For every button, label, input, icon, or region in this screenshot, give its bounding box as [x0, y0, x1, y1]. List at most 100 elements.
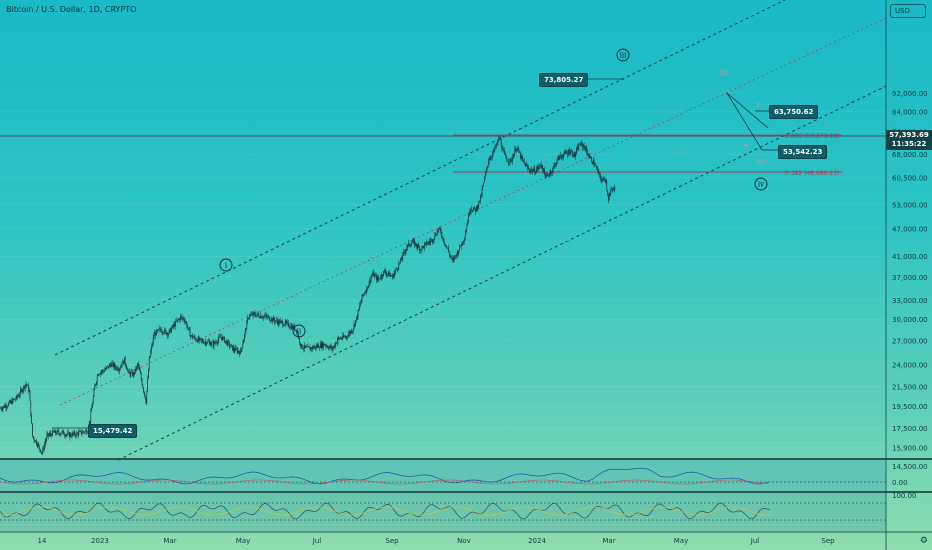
candle-body	[92, 403, 93, 409]
candle-body	[272, 317, 274, 322]
settings-gear-icon[interactable]: ⚙	[919, 536, 928, 546]
candle-body	[144, 394, 146, 400]
candle-body	[403, 252, 404, 254]
candle-body	[28, 390, 30, 392]
candle-body	[478, 200, 480, 206]
candle-body	[15, 399, 16, 400]
wave-label-c: (c)	[756, 158, 766, 166]
candle-body	[191, 335, 192, 337]
candle-body	[300, 342, 301, 346]
candle-body	[480, 196, 481, 202]
candle-body	[105, 367, 107, 370]
candle-body	[504, 150, 505, 154]
candle-body	[130, 372, 132, 376]
candle-body	[408, 243, 410, 246]
candle-body	[428, 241, 430, 243]
candle-body	[193, 336, 195, 338]
candle-body	[328, 347, 329, 349]
candle-body	[466, 225, 468, 231]
y-tick-label: 41,000.00	[892, 253, 928, 261]
candle-body	[462, 241, 464, 243]
candle-body	[314, 346, 316, 348]
candle-body	[7, 406, 8, 407]
candle-body	[35, 440, 36, 442]
candle-body	[612, 189, 613, 191]
candle-body	[112, 362, 114, 367]
candle-body	[168, 333, 169, 336]
candle-body	[279, 320, 280, 324]
candle-body	[325, 345, 327, 347]
candle-body	[179, 318, 180, 320]
candle-body	[89, 421, 91, 424]
candle-body	[220, 337, 222, 338]
candle-body	[352, 328, 354, 332]
candle-body	[224, 340, 226, 343]
candle-body	[541, 165, 543, 168]
candle-body	[16, 395, 17, 400]
candle-body	[332, 346, 333, 350]
candle-body	[599, 172, 600, 175]
candle-body	[472, 208, 474, 211]
candle-body	[576, 147, 578, 150]
candle-body	[169, 328, 171, 331]
candle-body	[364, 293, 365, 295]
candle-body	[181, 316, 183, 318]
candle-body	[475, 208, 476, 212]
bar-countdown: 11:35:22	[891, 140, 927, 148]
candle-body	[350, 330, 352, 334]
candle-body	[448, 251, 450, 255]
candle-body	[190, 336, 192, 337]
candle-body	[328, 347, 330, 349]
candle-body	[315, 346, 316, 348]
candle-body	[378, 278, 380, 280]
candle-body	[528, 168, 529, 169]
currency-button[interactable]: USD	[890, 4, 926, 18]
candle-body	[400, 258, 401, 263]
candle-body	[310, 347, 312, 350]
candle-body	[557, 156, 559, 159]
x-tick-label: Mar	[602, 537, 615, 545]
candle-body	[367, 286, 368, 289]
candle-body	[492, 153, 493, 158]
candle-body	[268, 316, 269, 317]
candle-body	[4, 405, 5, 408]
candle-body	[182, 318, 184, 319]
candle-body	[76, 432, 78, 434]
x-tick-label: 2024	[528, 537, 546, 545]
candle-body	[217, 339, 219, 343]
candle-body	[560, 155, 561, 157]
candle-body	[605, 179, 607, 183]
candle-body	[147, 378, 148, 391]
candle-body	[578, 144, 580, 150]
candle-body	[104, 370, 105, 372]
candle-body	[411, 243, 412, 246]
candle-body	[522, 159, 524, 160]
candle-body	[500, 137, 501, 140]
candle-body	[135, 368, 136, 371]
candle-body	[272, 318, 273, 322]
candle-body	[39, 445, 40, 450]
x-tick-label: Mar	[163, 537, 176, 545]
wave-label-x: x	[756, 101, 760, 109]
candle-body	[390, 275, 392, 276]
candle-body	[409, 245, 411, 247]
candle-body	[247, 318, 248, 322]
candle-body	[439, 227, 440, 229]
wave-label-i: i	[225, 262, 228, 270]
candle-body	[101, 370, 103, 372]
candle-body	[566, 152, 568, 154]
candle-body	[360, 300, 362, 304]
candle-body	[532, 170, 534, 172]
candle-body	[137, 364, 139, 365]
candle-body	[317, 345, 319, 347]
candle-body	[587, 151, 588, 156]
candle-body	[345, 336, 347, 338]
candle-body	[16, 395, 18, 397]
candle-body	[172, 325, 174, 327]
candle-body	[141, 379, 143, 385]
candle-body	[608, 196, 610, 201]
candle-body	[138, 364, 140, 367]
candle-body	[103, 371, 104, 372]
candle-body	[58, 431, 60, 434]
